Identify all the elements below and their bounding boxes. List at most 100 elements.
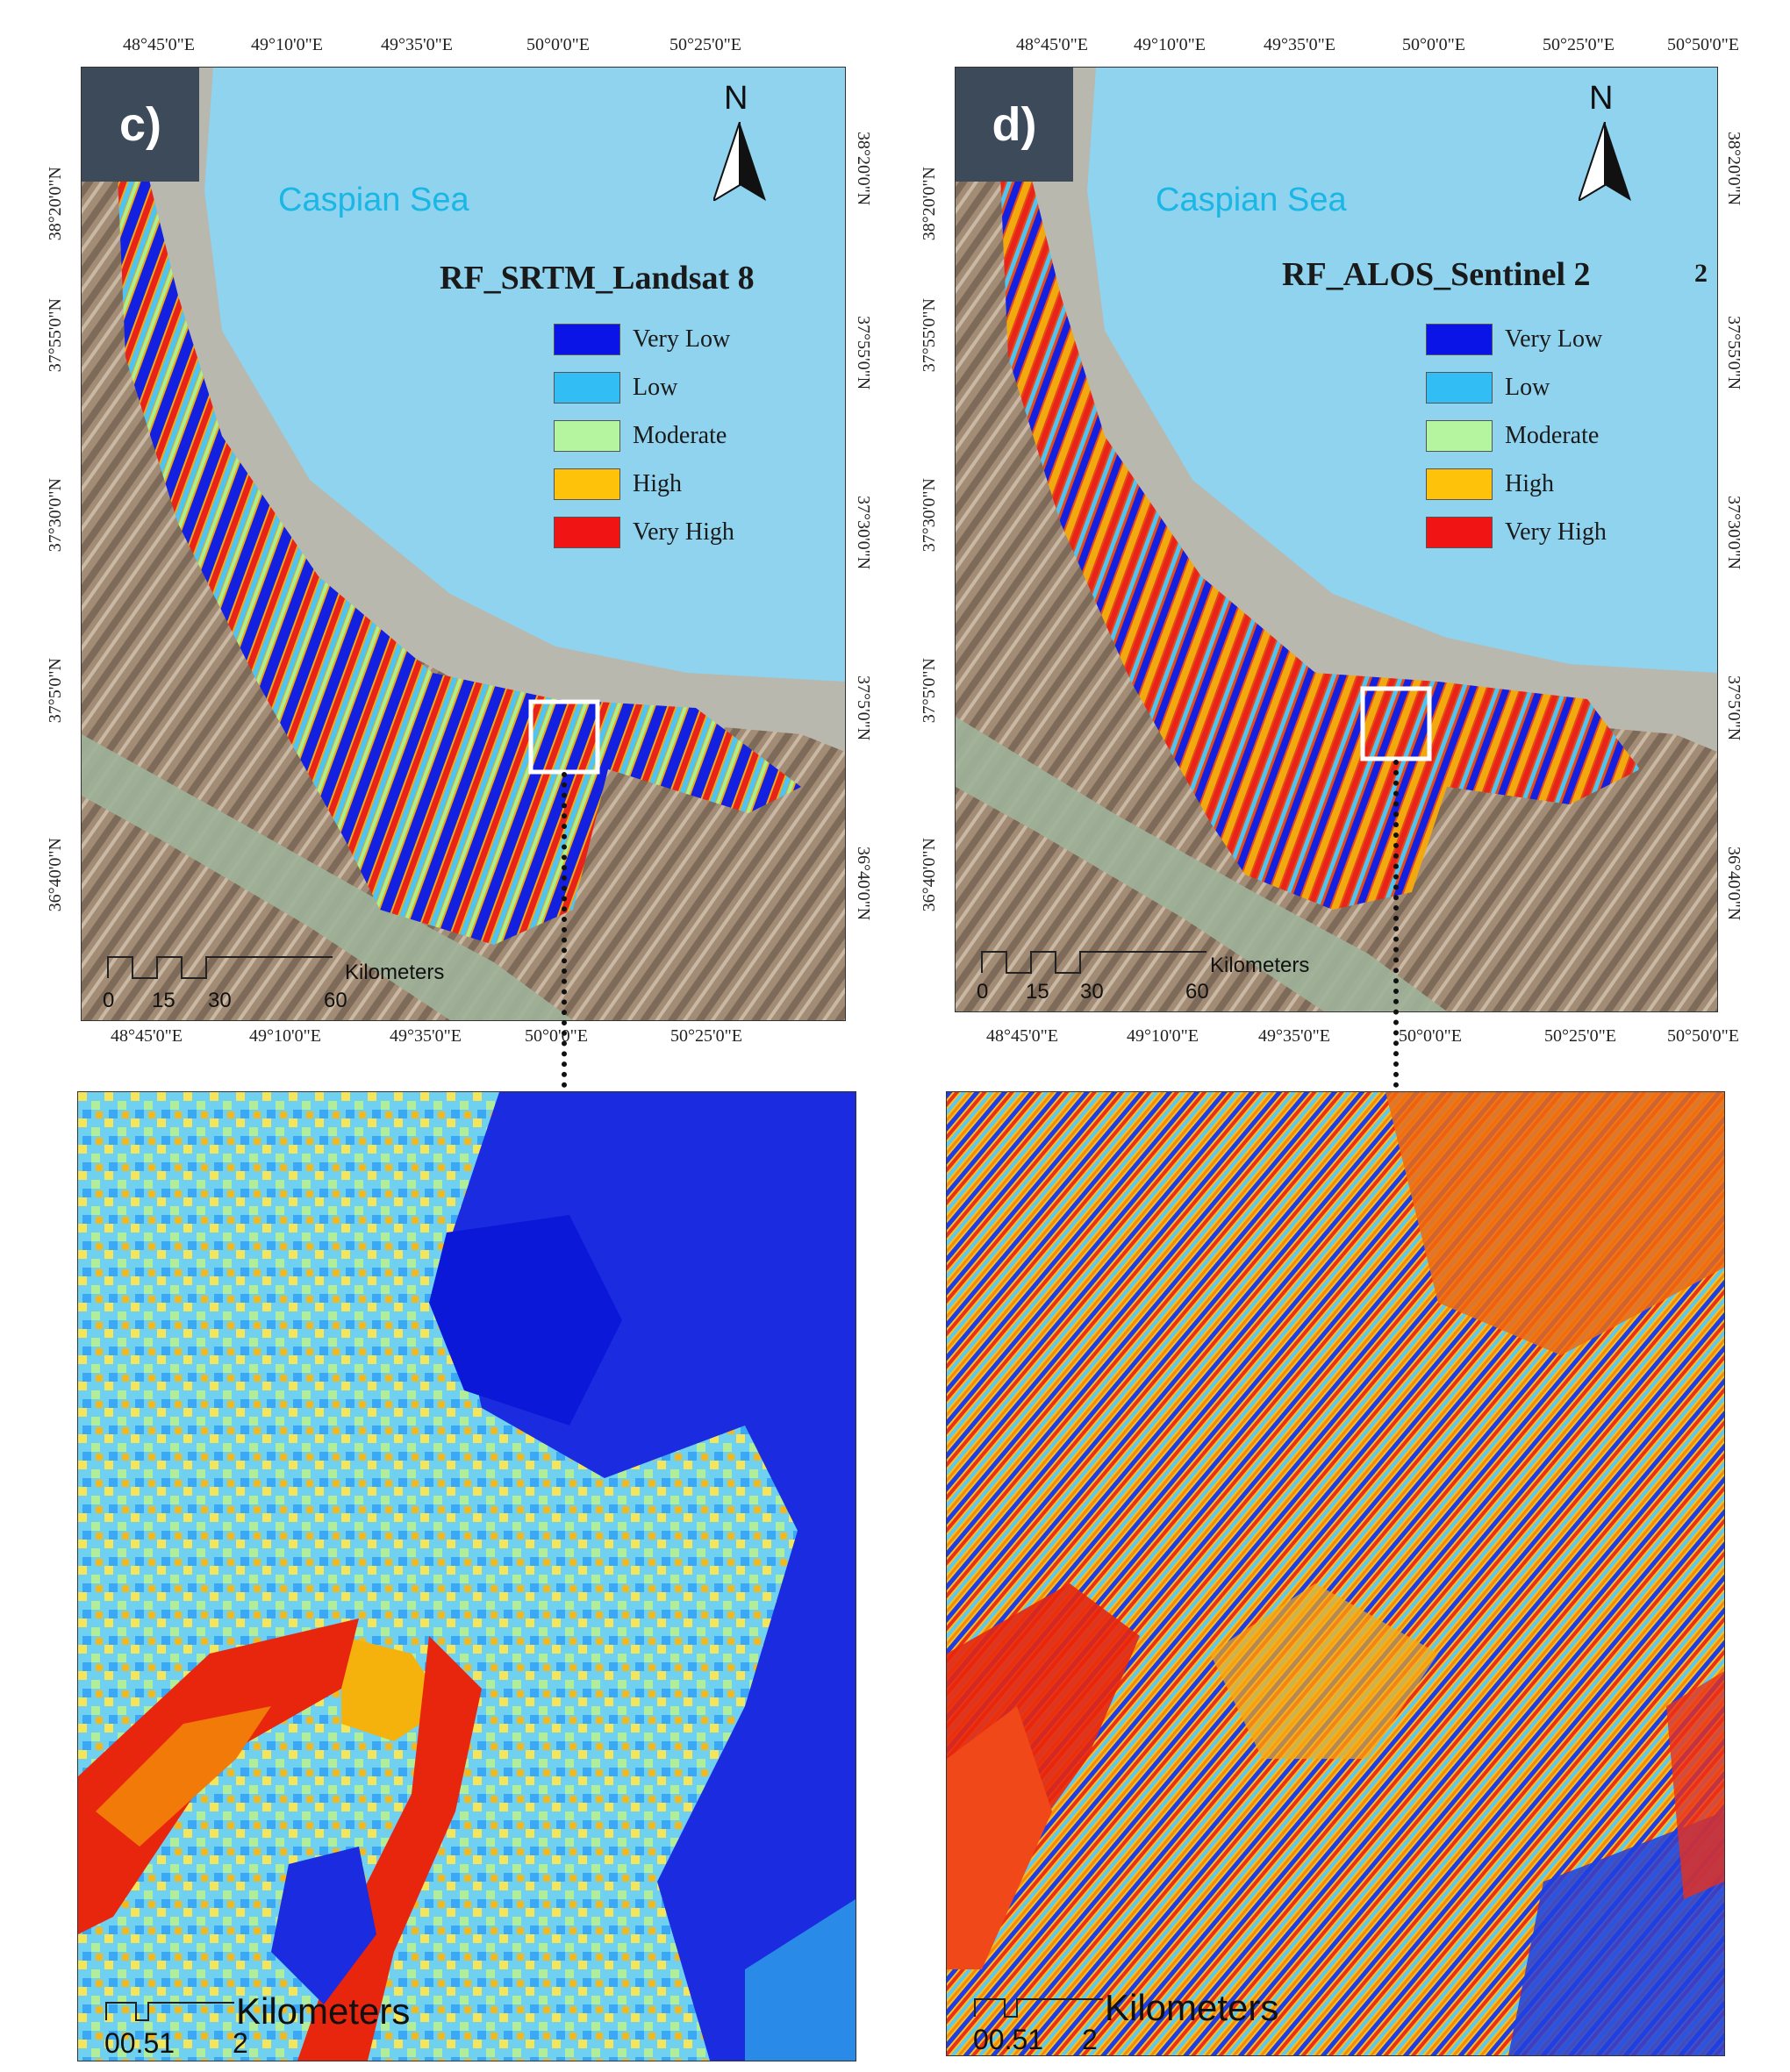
bottom-tick: 49°10'0"E [1127, 1026, 1199, 1046]
legend-swatch [554, 324, 620, 355]
bottom-tick: 50°50'0"E [1667, 1026, 1739, 1046]
top-tick: 49°35'0"E [381, 35, 453, 54]
legend-item-very-high: Very High [554, 517, 734, 548]
top-tick: 49°10'0"E [1134, 35, 1206, 54]
inset-connector [562, 772, 567, 1088]
right-tick: 37°5'0"N [854, 675, 873, 741]
legend-label: High [1505, 470, 1554, 497]
sea-label: Caspian Sea [278, 182, 469, 218]
map-title: RF_SRTM_Landsat 8 [440, 260, 755, 297]
right-tick: 37°30'0"N [854, 496, 873, 570]
legend-item-high: High [554, 468, 682, 500]
top-tick: 50°25'0"E [669, 35, 741, 54]
legend-label: Moderate [633, 422, 727, 449]
left-tick: 37°30'0"N [920, 478, 939, 553]
left-tick: 38°20'0"N [46, 167, 65, 241]
north-arrow-icon [713, 122, 766, 201]
scale-bar [107, 956, 333, 979]
bottom-tick: 50°0'0"E [1399, 1026, 1462, 1046]
left-tick: 38°20'0"N [920, 167, 939, 241]
legend-swatch [1426, 517, 1493, 548]
legend-item-moderate: Moderate [554, 420, 727, 452]
north-label: N [724, 80, 748, 117]
right-tick: 37°55'0"N [854, 316, 873, 390]
zoom-scale-bar [105, 2002, 234, 2021]
legend-swatch [554, 420, 620, 452]
legend-item-very-low: Very Low [554, 324, 730, 355]
zoom-graphic-c [78, 1092, 856, 2061]
right-tick: 37°55'0"N [1724, 316, 1743, 390]
right-tick: 37°30'0"N [1724, 496, 1743, 570]
top-tick: 50°0'0"E [526, 35, 590, 54]
zoom-scale-label: 2 [1082, 2024, 1098, 2055]
sea-label: Caspian Sea [1156, 182, 1347, 218]
bottom-tick: 49°35'0"E [1258, 1026, 1330, 1046]
top-tick: 49°10'0"E [251, 35, 323, 54]
susceptibility-map-d: d) Caspian Sea N RF_ALOS_Sentinel 2 2 Ve… [955, 67, 1718, 1012]
left-tick: 37°55'0"N [920, 298, 939, 373]
zoom-scale-unit: Kilometers [1105, 1987, 1279, 2028]
top-tick: 50°0'0"E [1402, 35, 1465, 54]
legend-item-moderate: Moderate [1426, 420, 1599, 452]
zoom-scale-bar [974, 1998, 1103, 2018]
legend-item-very-high: Very High [1426, 517, 1607, 548]
top-tick: 49°35'0"E [1264, 35, 1335, 54]
legend-item-low: Low [554, 372, 677, 404]
legend-swatch [1426, 468, 1493, 500]
panel-label: c) [82, 68, 199, 182]
right-tick: 36°40'0"N [1724, 847, 1743, 921]
map-graphic-c [82, 68, 845, 1020]
north-label: N [1589, 80, 1614, 117]
left-tick: 36°40'0"N [920, 838, 939, 912]
bottom-tick: 49°35'0"E [390, 1026, 462, 1046]
legend-swatch [554, 468, 620, 500]
scale-label: 15 [152, 989, 175, 1012]
panel-label: d) [956, 68, 1073, 182]
legend-label: Low [633, 374, 678, 401]
left-tick: 37°30'0"N [46, 478, 65, 553]
scale-unit: Kilometers [1210, 954, 1310, 977]
north-arrow-icon [1579, 122, 1631, 201]
legend-label: Very Low [1505, 325, 1603, 353]
zoom-graphic-d [947, 1092, 1724, 2055]
bottom-tick: 50°25'0"E [1544, 1026, 1616, 1046]
legend-label: Very High [633, 518, 734, 546]
scale-label: 0 [977, 980, 989, 1004]
legend-item-high: High [1426, 468, 1554, 500]
top-tick: 48°45'0"E [123, 35, 195, 54]
bottom-tick: 50°0'0"E [525, 1026, 588, 1046]
susceptibility-map-c: c) Caspian Sea N RF_SRTM_Landsat 8 Very … [81, 67, 846, 1021]
top-tick: 50°25'0"E [1543, 35, 1615, 54]
bottom-tick: 48°45'0"E [111, 1026, 183, 1046]
right-tick: 38°20'0"N [854, 132, 873, 206]
left-tick: 37°5'0"N [920, 658, 939, 724]
scale-label: 60 [324, 989, 347, 1012]
right-tick: 38°20'0"N [1724, 132, 1743, 206]
bottom-tick: 49°10'0"E [249, 1026, 321, 1046]
legend-item-low: Low [1426, 372, 1550, 404]
scale-label: 15 [1026, 980, 1049, 1004]
legend-label: High [633, 470, 682, 497]
scale-unit: Kilometers [345, 961, 445, 984]
legend-swatch [1426, 324, 1493, 355]
zoom-map-d: Kilometers 00.51 2 [946, 1091, 1725, 2056]
bottom-tick: 50°25'0"E [670, 1026, 742, 1046]
bottom-tick: 48°45'0"E [986, 1026, 1058, 1046]
left-tick: 37°5'0"N [46, 658, 65, 724]
legend-swatch [1426, 372, 1493, 404]
scale-label: 60 [1185, 980, 1209, 1004]
right-tick: 37°5'0"N [1724, 675, 1743, 741]
zoom-map-c: Kilometers 00.51 2 [77, 1091, 856, 2061]
legend-swatch [554, 517, 620, 548]
legend-label: Moderate [1505, 422, 1600, 449]
map-title: RF_ALOS_Sentinel 2 [1282, 256, 1591, 293]
inset-connector [1393, 760, 1399, 1088]
scale-label: 0 [103, 989, 115, 1012]
legend-swatch [554, 372, 620, 404]
legend-label: Very Low [633, 325, 731, 353]
legend-item-very-low: Very Low [1426, 324, 1602, 355]
left-tick: 36°40'0"N [46, 838, 65, 912]
scale-bar [981, 951, 1206, 974]
zoom-scale-label: 00.51 [104, 2027, 175, 2059]
scale-label: 30 [208, 989, 232, 1012]
